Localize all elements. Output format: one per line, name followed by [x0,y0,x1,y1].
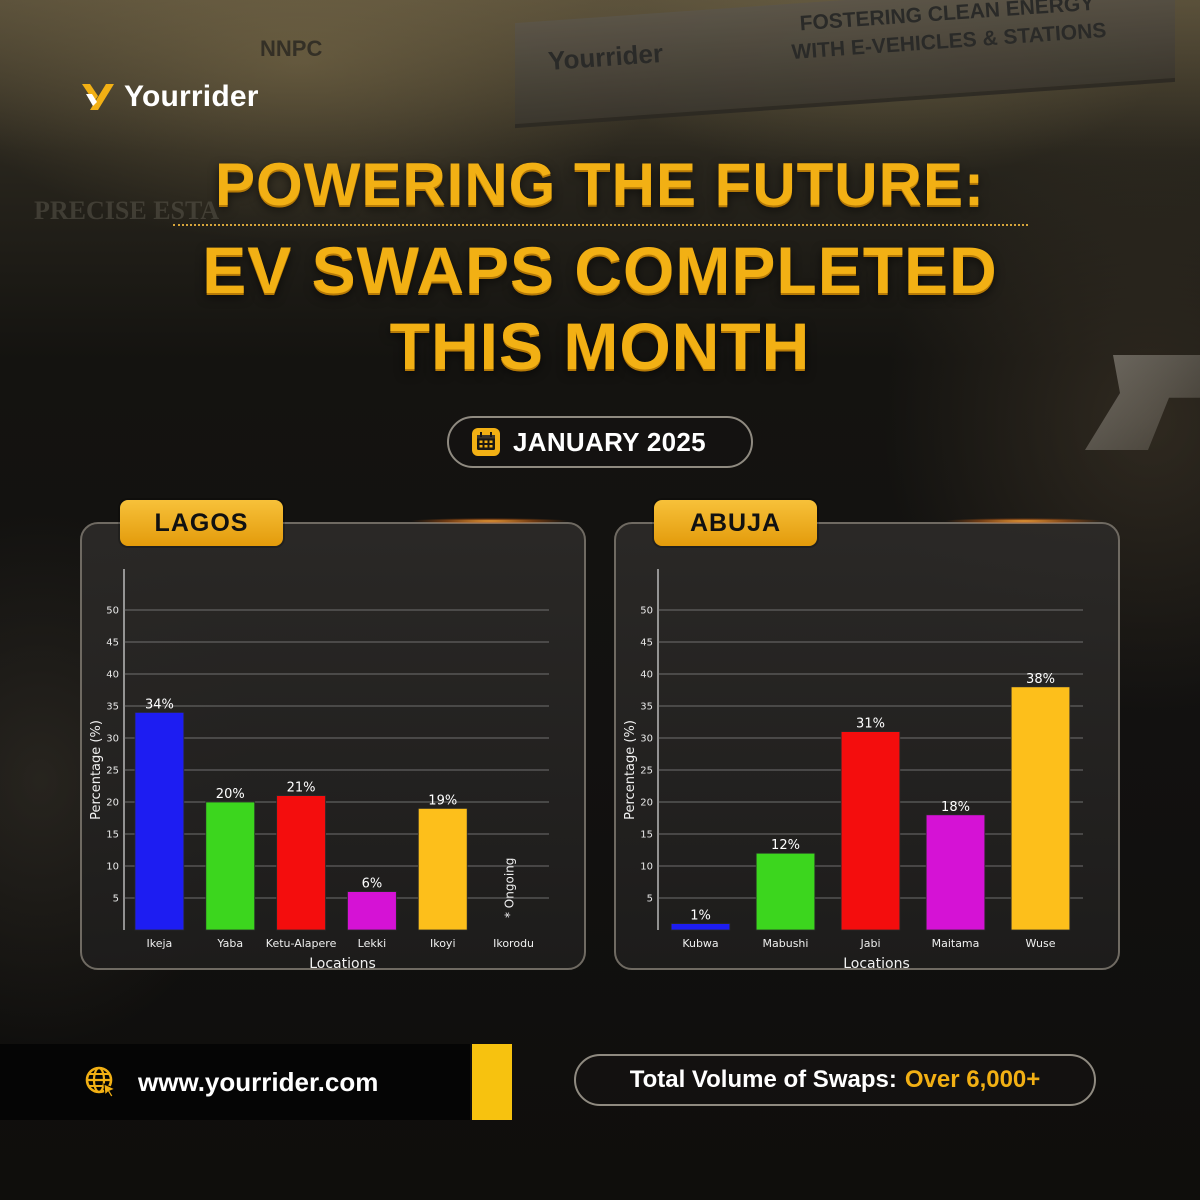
abuja-bar-jabi [840,731,901,931]
website-link[interactable]: www.yourrider.com [138,1066,379,1097]
lagos-bar-ikeja [134,711,185,931]
title-divider [172,224,1028,226]
lagos-data-label-ikeja: 34% [145,697,174,712]
abuja-y-tick-label: 5 [647,894,653,905]
lagos-y-tick-label: 10 [106,862,119,873]
abuja-data-label-kubwa: 1% [690,909,711,924]
abuja-category-label-mabushi: Mabushi [763,937,809,950]
abuja-data-label-wuse: 38% [1026,672,1055,687]
abuja-bar-wuse [1010,686,1071,931]
page-title: POWERING THE FUTURE: EV SWAPS COMPLETED … [0,150,1200,384]
abuja-category-label-jabi: Jabi [859,937,880,950]
abuja-data-label-maitama: 18% [941,800,970,815]
lagos-bar-yaba [205,801,256,931]
abuja-y-tick-label: 35 [640,702,653,713]
total-swaps-label: Total Volume of Swaps: [629,1066,897,1093]
lagos-y-tick-label: 45 [106,638,119,649]
abuja-chart-panel: 5 10 15 20 25 30 35 40 45 50 Percentage (%) 1% Kubwa… [614,522,1120,972]
lagos-data-label-ketu-alapere: 21% [287,781,316,796]
abuja-category-label-wuse: Wuse [1026,937,1056,950]
period-badge: JANUARY 2025 [447,416,753,468]
abuja-y-tick-label: 40 [640,670,653,681]
lagos-bar-chart: 5 10 15 20 25 30 35 40 45 50 Percentage (%) 34% Ikej… [89,569,549,972]
lagos-bar-ketu-alapere [276,795,326,931]
abuja-data-label-jabi: 31% [856,717,885,732]
lagos-category-label-ikeja: Ikeja [147,937,173,950]
brand-name: Yourrider [124,80,259,113]
lagos-bar-lekki [347,891,397,931]
lagos-category-label-ketu-alapere: Ketu-Alapere [266,937,337,950]
lagos-y-tick-label: 40 [106,670,119,681]
abuja-y-tick-label: 25 [640,766,653,777]
abuja-category-label-kubwa: Kubwa [682,937,718,950]
title-line-1: POWERING THE FUTURE: [215,151,985,218]
total-swaps-value: Over 6,000+ [904,1066,1041,1093]
abuja-data-label-mabushi: 12% [771,838,800,853]
abuja-y-tick-label: 45 [640,638,653,649]
period-label: JANUARY 2025 [513,426,706,457]
background-precise-text: PRECISE ESTA [34,196,220,225]
lagos-category-label-yaba: Yaba [216,937,243,950]
lagos-y-tick-label: 20 [106,798,119,809]
lagos-data-label-yaba: 20% [216,787,245,802]
abuja-glow-accent [944,518,1104,524]
lagos-y-tick-label: 15 [106,830,119,841]
lagos-data-label-ikoyi: 19% [428,793,457,808]
yourrider-logo-icon [82,84,114,110]
lagos-chart-panel: 5 10 15 20 25 30 35 40 45 50 Percentage (%) 34% Ikej… [80,522,586,972]
lagos-y-tick-label: 50 [106,606,119,617]
lagos-y-tick-label: 5 [113,894,119,905]
abuja-bar-maitama [925,814,986,931]
lagos-y-tick-label: 30 [106,734,119,745]
lagos-x-axis-label: Locations [309,956,376,972]
abuja-x-axis-label: Locations [843,956,910,972]
lagos-y-tick-label: 35 [106,702,119,713]
abuja-panel-tab: ABUJA [654,500,817,546]
footer-accent-block [472,1044,512,1120]
abuja-bar-chart: 5 10 15 20 25 30 35 40 45 50 Percentage (%) 1% Kubwa… [623,569,1083,972]
abuja-bar-kubwa [670,923,731,931]
lagos-annotation: * Ongoing [503,858,517,918]
abuja-y-axis-label: Percentage (%) [623,720,638,820]
globe-icon [85,1066,117,1098]
lagos-category-label-ikoyi: Ikoyi [430,937,456,950]
brand-logo: Yourrider [80,80,259,114]
title-line-2: EV SWAPS COMPLETED [202,233,998,307]
lagos-y-tick-label: 25 [106,766,119,777]
title-line-3: THIS MONTH [389,309,811,383]
abuja-y-tick-label: 20 [640,798,653,809]
abuja-bar-mabushi [755,852,816,931]
lagos-category-label-ikorodu: Ikorodu [493,937,534,950]
total-swaps-badge: Total Volume of Swaps: Over 6,000+ [574,1054,1096,1106]
lagos-panel-tab: LAGOS [120,500,283,546]
abuja-y-tick-label: 30 [640,734,653,745]
lagos-data-label-lekki: 6% [362,877,383,892]
lagos-y-axis-label: Percentage (%) [89,720,104,820]
lagos-glow-accent [410,518,570,524]
lagos-category-label-lekki: Lekki [358,937,387,950]
lagos-bar-ikoyi [417,807,468,931]
abuja-y-tick-label: 50 [640,606,653,617]
calendar-icon [472,428,500,456]
footer-website-bar: www.yourrider.com [0,1044,470,1120]
background-nnpc-text: NNPC [260,36,323,61]
abuja-y-tick-label: 10 [640,862,653,873]
abuja-y-tick-label: 15 [640,830,653,841]
abuja-category-label-maitama: Maitama [932,937,980,950]
